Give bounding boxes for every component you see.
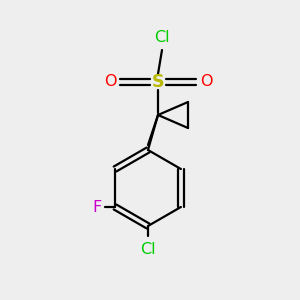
Text: Cl: Cl (154, 31, 170, 46)
Text: O: O (104, 74, 116, 89)
Text: Cl: Cl (140, 242, 156, 257)
Text: O: O (200, 74, 212, 89)
Text: F: F (93, 200, 102, 214)
Text: S: S (152, 73, 164, 91)
